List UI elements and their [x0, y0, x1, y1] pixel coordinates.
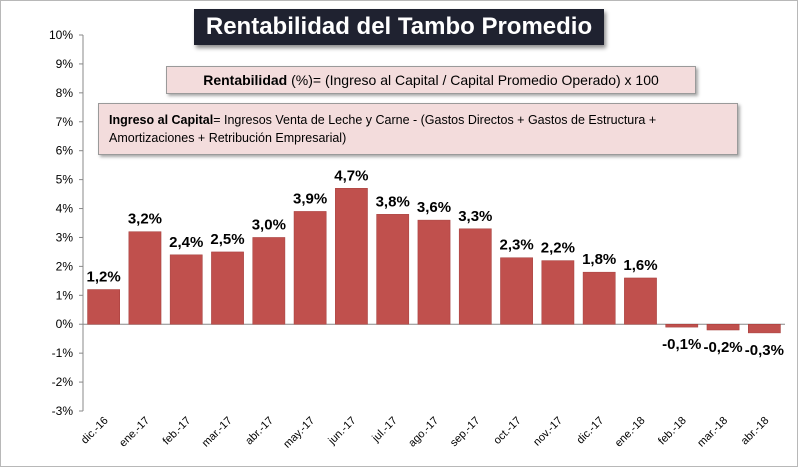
x-tick-label: jun.-17 [326, 415, 359, 448]
data-label: 2,4% [169, 234, 203, 251]
rentabilidad-formula: (%)= (Ingreso al Capital / Capital Prome… [291, 72, 659, 88]
x-tick-label: oct.-17 [491, 415, 523, 447]
x-tick-label: mar.-17 [200, 415, 235, 450]
y-tick-label: 9% [56, 57, 74, 71]
y-tick-label: 5% [56, 173, 74, 187]
y-tick-label: -1% [52, 346, 74, 360]
x-tick-label: ene.-18 [613, 415, 648, 450]
x-tick-label: dic.-16 [79, 415, 111, 447]
x-tick-label: ago.-17 [406, 415, 441, 450]
data-labels: 1,2% 3,2% 2,4% 2,5% 3,0% 3,9% 4,7% 3,8% 3,6% 3,3%… [87, 167, 784, 359]
rentabilidad-label: Rentabilidad [203, 72, 288, 88]
bar-feb.-17 [169, 254, 203, 325]
bar-dic.-17 [582, 271, 616, 325]
data-label: -0,1% [662, 336, 701, 353]
y-tick-label: -2% [52, 375, 74, 389]
x-tick-label: dic.-17 [574, 415, 606, 447]
bar-mar.-17 [211, 251, 244, 325]
x-tick-label: jul.-17 [369, 415, 399, 445]
data-label: 3,8% [376, 193, 410, 210]
y-tick-label: 1% [56, 288, 74, 302]
data-label: -0,2% [703, 339, 742, 356]
y-tick-label: 4% [56, 202, 74, 216]
ingreso-label: Ingreso al Capital [109, 113, 214, 127]
bar-nov.-17 [541, 260, 575, 325]
data-label: 2,3% [499, 237, 533, 254]
data-label: 3,6% [417, 199, 451, 216]
x-tick-label: mar.-18 [695, 415, 730, 450]
bar-ene.-18 [624, 277, 657, 325]
bar-jul.-17 [376, 214, 410, 325]
y-tick-label: 6% [56, 144, 74, 158]
y-tick-label: 8% [56, 86, 74, 100]
bar-jun.-17 [335, 188, 368, 325]
y-tick-label: 0% [56, 317, 74, 331]
y-tick-label: 3% [56, 230, 74, 244]
bar-abr.-17 [252, 237, 286, 325]
data-label: 3,9% [293, 190, 327, 207]
x-tick-label: nov.-17 [531, 415, 565, 449]
bar-feb.-18 [665, 323, 699, 328]
x-tick-label: abr.-17 [243, 415, 276, 448]
bar-ene.-17 [128, 231, 162, 325]
data-label: 4,7% [334, 167, 368, 184]
bar-ago.-17 [417, 219, 451, 325]
bar-mar.-18 [706, 323, 740, 331]
bar-may.-17 [293, 211, 327, 325]
x-tick-label: abr.-18 [739, 415, 772, 448]
data-label: -0,3% [745, 342, 784, 359]
ingreso-formula: = Ingresos Venta de Leche y Carne - (Gas… [109, 113, 657, 145]
ingreso-formula-box: Ingreso al Capital= Ingresos Venta de Le… [98, 103, 738, 155]
y-tick-label: 2% [56, 259, 74, 273]
rentabilidad-formula-box: Rentabilidad (%)= (Ingreso al Capital / … [166, 66, 696, 94]
data-label: 3,0% [252, 216, 286, 233]
data-label: 1,2% [87, 269, 121, 286]
bar-abr.-18 [747, 323, 781, 334]
x-tick-label: feb.-17 [161, 415, 194, 448]
data-label: 3,2% [128, 211, 162, 228]
data-label: 3,3% [458, 208, 492, 225]
data-label: 1,8% [582, 251, 616, 268]
bar-oct.-17 [500, 257, 533, 325]
data-label: 2,5% [210, 231, 244, 248]
y-tick-label: -3% [52, 404, 74, 418]
x-tick-label: feb.-18 [656, 415, 689, 448]
bar-sep.-17 [458, 228, 492, 325]
bar-dic.-16 [87, 289, 121, 325]
bar-series [87, 188, 781, 334]
chart-title: Rentabilidad del Tambo Promedio [194, 9, 604, 45]
data-label: 2,2% [541, 240, 575, 257]
y-tick-label: 10% [49, 28, 73, 42]
x-tick-label: may.-17 [281, 415, 317, 451]
data-label: 1,6% [623, 257, 657, 274]
x-tick-label: ene.-17 [117, 415, 152, 450]
x-tick-label: sep.-17 [448, 415, 482, 449]
y-tick-label: 7% [56, 115, 74, 129]
